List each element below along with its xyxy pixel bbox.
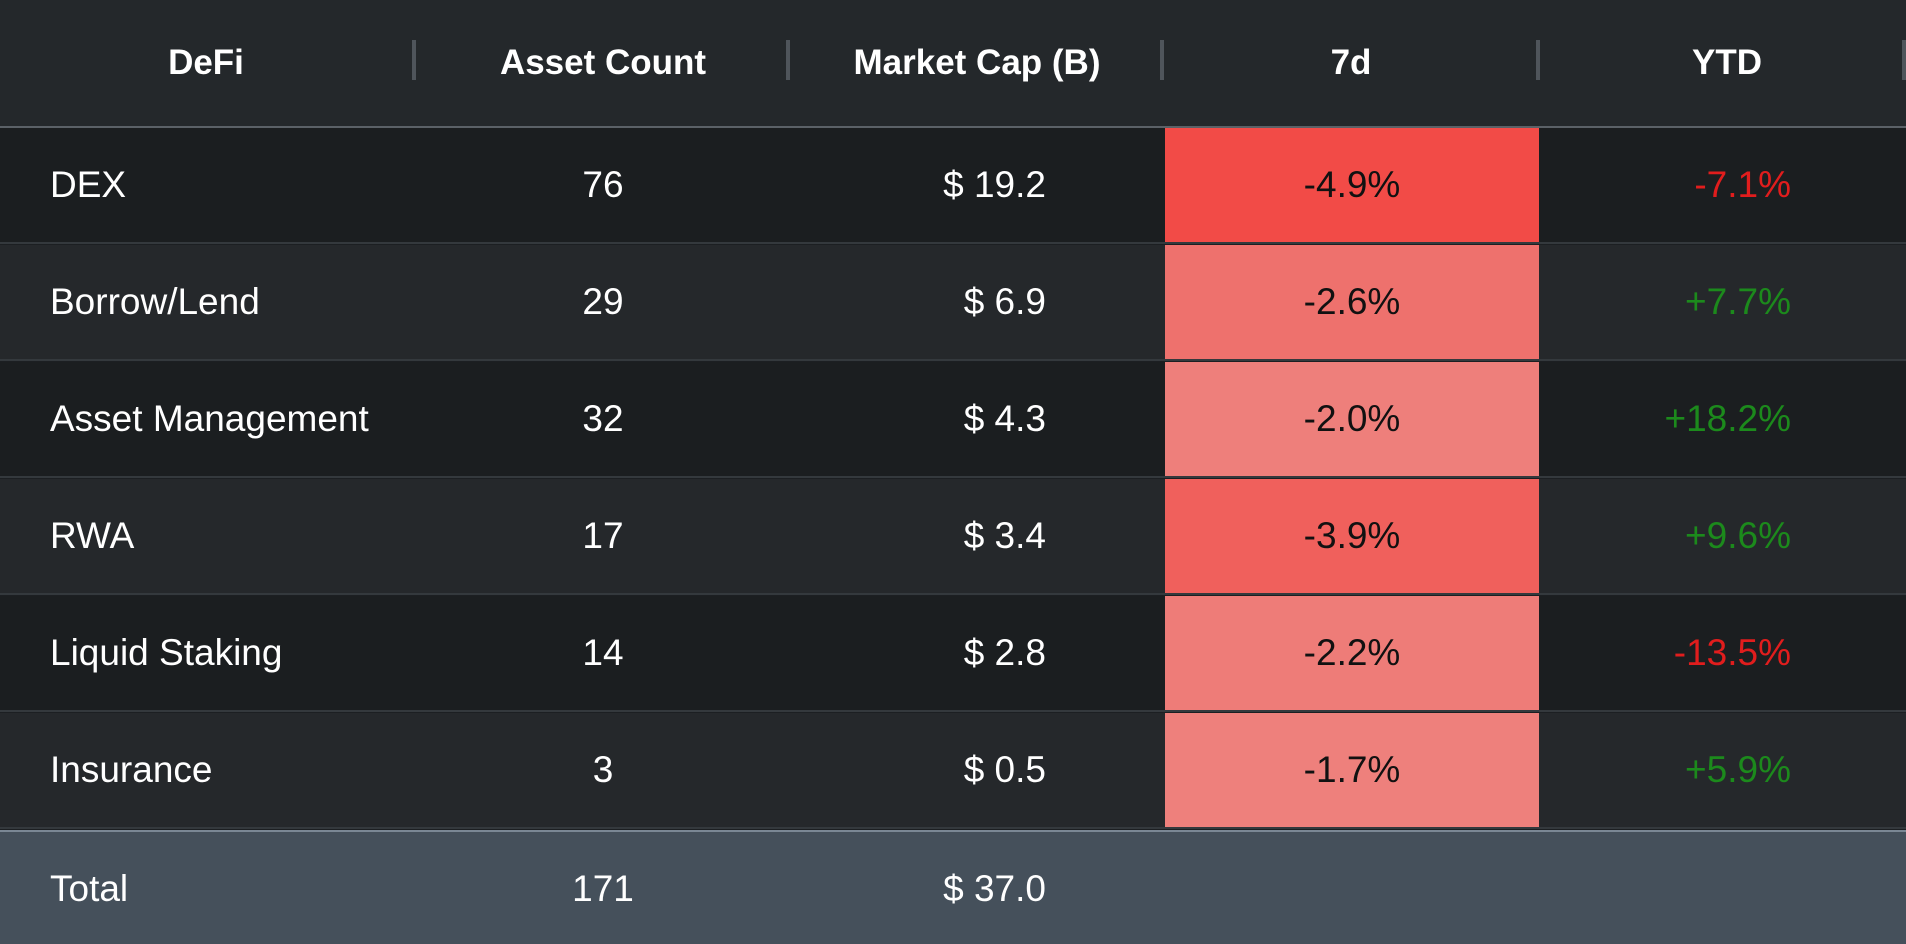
sector-name: RWA: [50, 515, 135, 556]
column-resize-handle[interactable]: [1160, 40, 1164, 80]
total-label: Total: [50, 868, 129, 909]
change-ytd: +5.9%: [1685, 749, 1791, 790]
asset-count: 14: [582, 632, 624, 673]
column-resize-handle[interactable]: [412, 40, 416, 80]
table-row[interactable]: Asset Management 32 $ 4.3 -2.0% +18.2%: [0, 362, 1906, 478]
change-7d: -2.6%: [1165, 245, 1539, 359]
column-header-market-cap[interactable]: Market Cap (B): [853, 43, 1101, 82]
change-7d: -1.7%: [1165, 713, 1539, 827]
column-resize-handle[interactable]: [1902, 40, 1906, 80]
asset-count: 32: [582, 398, 624, 439]
change-7d: -3.9%: [1165, 479, 1539, 593]
change-ytd: -13.5%: [1673, 632, 1791, 673]
change-ytd: -7.1%: [1694, 164, 1791, 205]
change-ytd: +9.6%: [1685, 515, 1791, 556]
sector-name: Insurance: [50, 749, 213, 790]
column-resize-handle[interactable]: [786, 40, 790, 80]
total-asset-count: 171: [572, 868, 634, 909]
change-ytd: +18.2%: [1664, 398, 1791, 439]
sector-name: Borrow/Lend: [50, 281, 260, 322]
table-row[interactable]: RWA 17 $ 3.4 -3.9% +9.6%: [0, 479, 1906, 595]
market-cap: $ 4.3: [963, 398, 1046, 439]
table-row[interactable]: Borrow/Lend 29 $ 6.9 -2.6% +7.7%: [0, 245, 1906, 361]
asset-count: 3: [592, 749, 614, 790]
table-row[interactable]: Liquid Staking 14 $ 2.8 -2.2% -13.5%: [0, 596, 1906, 712]
market-cap: $ 0.5: [963, 749, 1046, 790]
total-market-cap: $ 37.0: [943, 868, 1046, 909]
sector-name: Asset Management: [50, 398, 369, 439]
change-7d: -4.9%: [1165, 128, 1539, 242]
market-cap: $ 3.4: [963, 515, 1046, 556]
asset-count: 29: [582, 281, 624, 322]
market-cap: $ 19.2: [943, 164, 1046, 205]
sector-name: DEX: [50, 164, 127, 205]
table-total-row: Total 171 $ 37.0: [0, 830, 1906, 944]
change-ytd: +7.7%: [1685, 281, 1791, 322]
column-resize-handle[interactable]: [1536, 40, 1540, 80]
asset-count: 76: [582, 164, 624, 205]
asset-count: 17: [582, 515, 624, 556]
table-row[interactable]: Insurance 3 $ 0.5 -1.7% +5.9%: [0, 713, 1906, 829]
change-7d: -2.2%: [1165, 596, 1539, 710]
column-header-ytd[interactable]: YTD: [1692, 43, 1762, 82]
table-header: DeFi Asset Count Market Cap (B) 7d YTD: [0, 0, 1906, 128]
sector-name: Liquid Staking: [50, 632, 283, 673]
column-header-asset-count[interactable]: Asset Count: [499, 43, 707, 82]
column-header-7d[interactable]: 7d: [1330, 43, 1372, 82]
column-header-defi[interactable]: DeFi: [168, 43, 244, 82]
market-cap: $ 6.9: [963, 281, 1046, 322]
table-row[interactable]: DEX 76 $ 19.2 -4.9% -7.1%: [0, 128, 1906, 244]
change-7d: -2.0%: [1165, 362, 1539, 476]
market-cap: $ 2.8: [963, 632, 1046, 673]
